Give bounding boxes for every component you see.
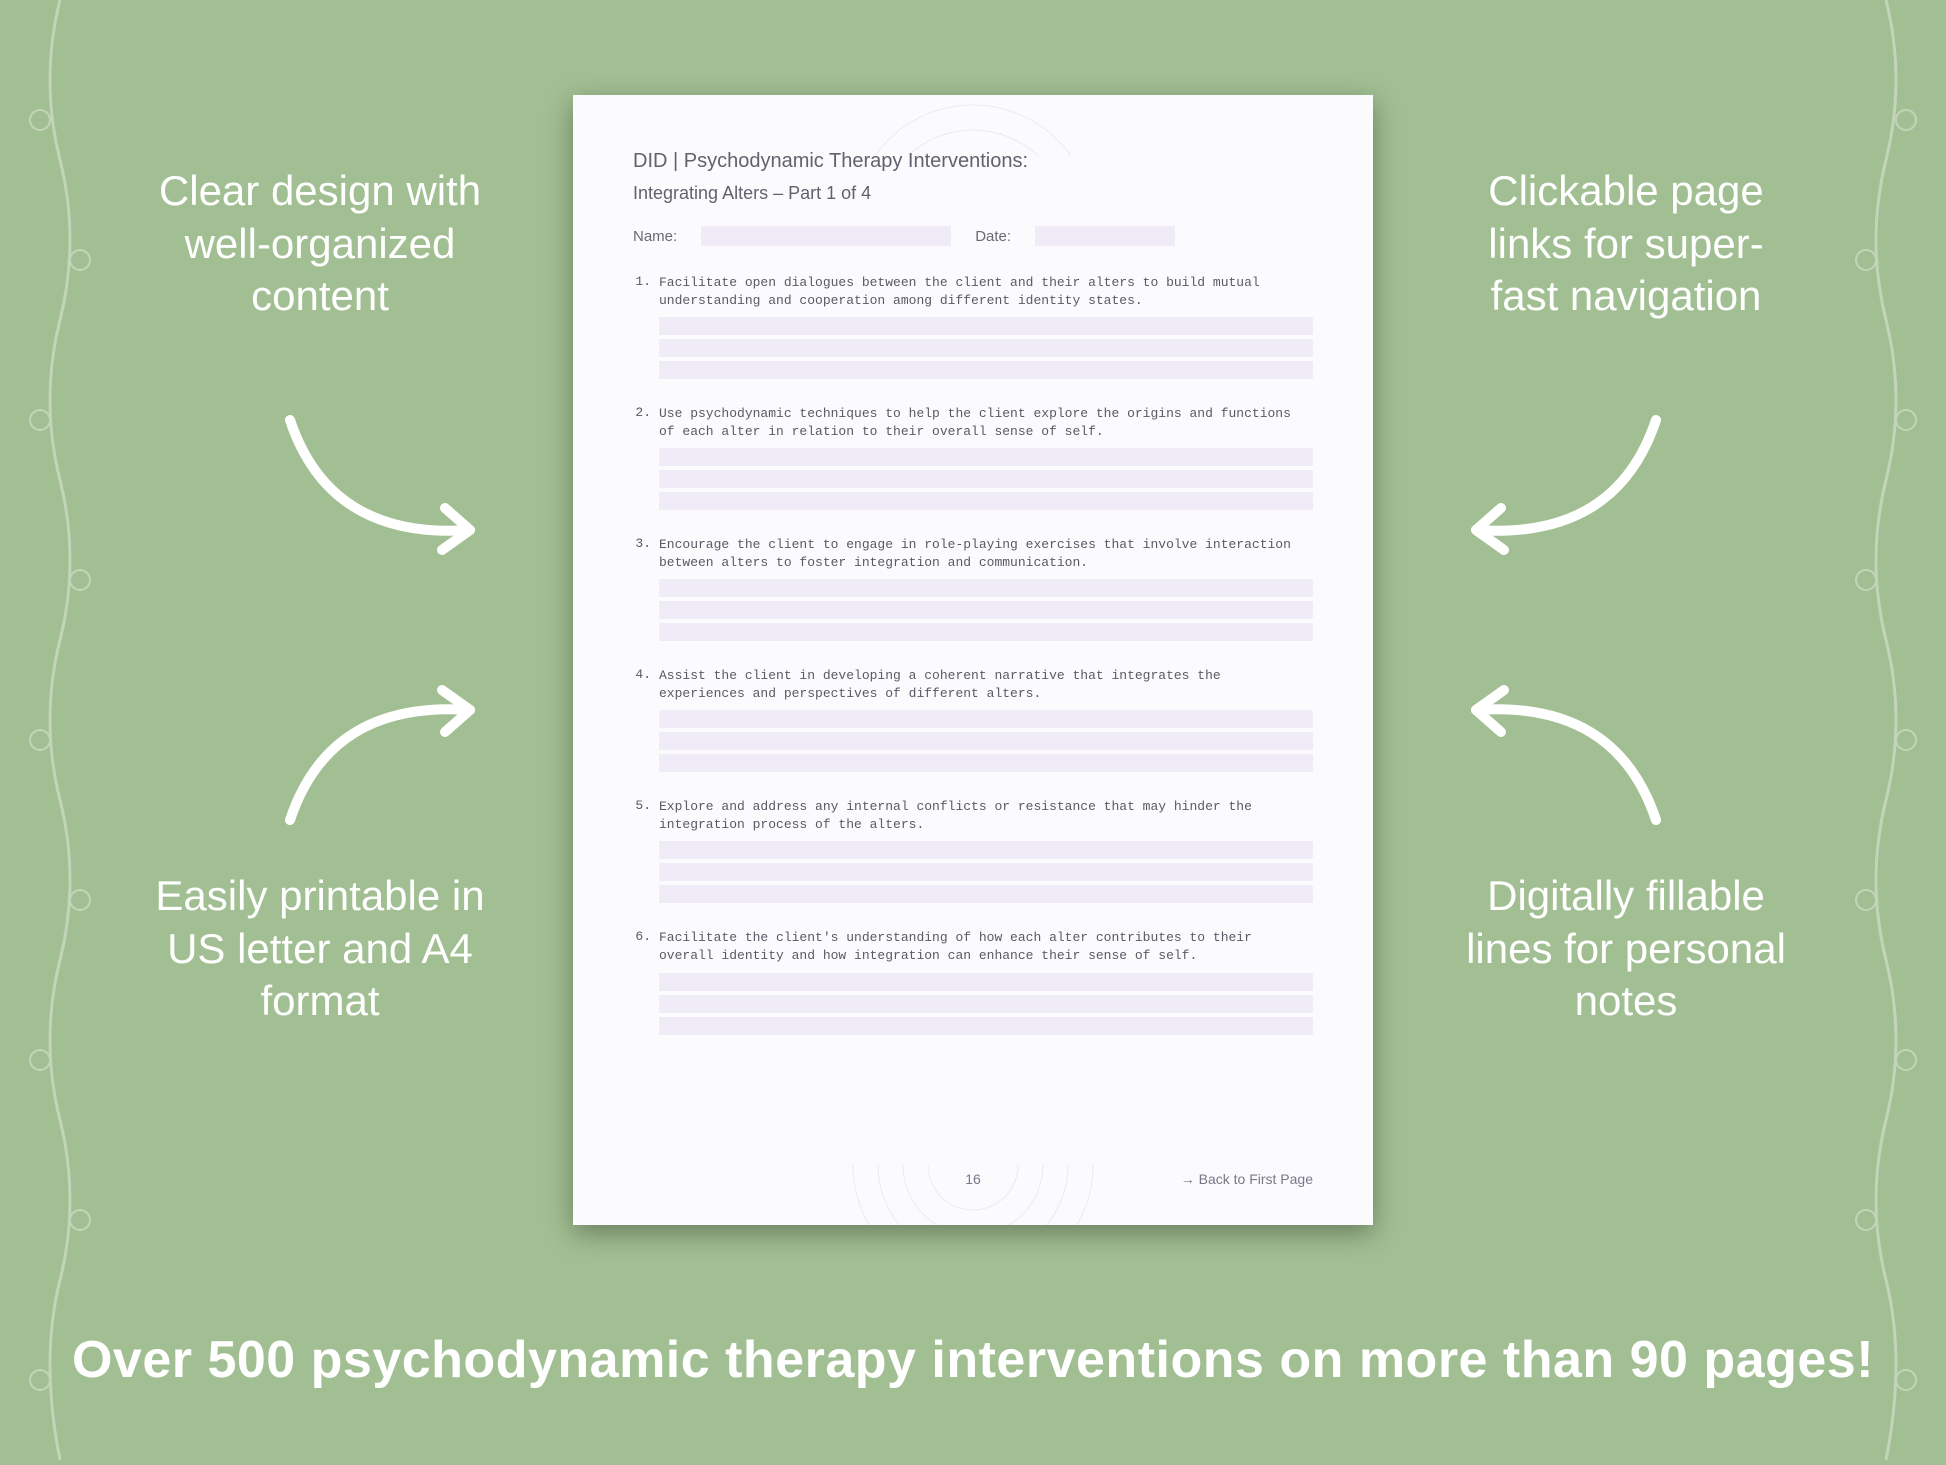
item-number: 6.	[633, 929, 651, 1038]
item-text: Encourage the client to engage in role-p…	[659, 536, 1313, 571]
list-item: 2. Use psychodynamic techniques to help …	[633, 405, 1313, 514]
callout-bottom-right: Digitally fillable lines for personal no…	[1456, 870, 1796, 1028]
fillable-lines[interactable]	[659, 710, 1313, 772]
fillable-lines[interactable]	[659, 317, 1313, 379]
date-label: Date:	[975, 228, 1011, 245]
doc-subtitle: Integrating Alters – Part 1 of 4	[633, 183, 1313, 204]
floral-border-right	[1836, 0, 1936, 1460]
name-date-row: Name: Date:	[633, 226, 1313, 246]
page-footer: 16 → Back to First Page	[633, 1171, 1313, 1187]
fillable-lines[interactable]	[659, 973, 1313, 1035]
list-item: 1. Facilitate open dialogues between the…	[633, 274, 1313, 383]
item-text: Facilitate open dialogues between the cl…	[659, 274, 1313, 309]
item-number: 5.	[633, 798, 651, 907]
item-text: Use psychodynamic techniques to help the…	[659, 405, 1313, 440]
date-field[interactable]	[1035, 226, 1175, 246]
bottom-banner: Over 500 psychodynamic therapy intervent…	[0, 1330, 1946, 1390]
list-item: 6. Facilitate the client's understanding…	[633, 929, 1313, 1038]
worksheet-page: DID | Psychodynamic Therapy Intervention…	[573, 95, 1373, 1225]
page-number: 16	[965, 1171, 981, 1187]
item-number: 1.	[633, 274, 651, 383]
fillable-lines[interactable]	[659, 579, 1313, 641]
doc-title: DID | Psychodynamic Therapy Intervention…	[633, 150, 1313, 173]
name-label: Name:	[633, 228, 677, 245]
arrow-top-left-icon	[270, 400, 490, 560]
name-field[interactable]	[701, 226, 951, 246]
fillable-lines[interactable]	[659, 448, 1313, 510]
callout-top-right: Clickable page links for super-fast navi…	[1456, 165, 1796, 323]
arrow-top-right-icon	[1456, 400, 1676, 560]
item-number: 4.	[633, 667, 651, 776]
callout-bottom-left: Easily printable in US letter and A4 for…	[150, 870, 490, 1028]
list-item: 4. Assist the client in developing a coh…	[633, 667, 1313, 776]
arrow-bottom-right-icon	[1456, 680, 1676, 840]
item-number: 3.	[633, 536, 651, 645]
item-text: Facilitate the client's understanding of…	[659, 929, 1313, 964]
list-item: 5. Explore and address any internal conf…	[633, 798, 1313, 907]
arrow-bottom-left-icon	[270, 680, 490, 840]
list-item: 3. Encourage the client to engage in rol…	[633, 536, 1313, 645]
item-text: Explore and address any internal conflic…	[659, 798, 1313, 833]
callout-top-left: Clear design with well-organized content	[150, 165, 490, 323]
mandala-decoration-top-icon	[843, 95, 1103, 155]
back-to-first-page-link[interactable]: → Back to First Page	[1181, 1171, 1313, 1187]
items-list: 1. Facilitate open dialogues between the…	[633, 274, 1313, 1039]
fillable-lines[interactable]	[659, 841, 1313, 903]
item-number: 2.	[633, 405, 651, 514]
floral-border-left	[10, 0, 110, 1460]
item-text: Assist the client in developing a cohere…	[659, 667, 1313, 702]
